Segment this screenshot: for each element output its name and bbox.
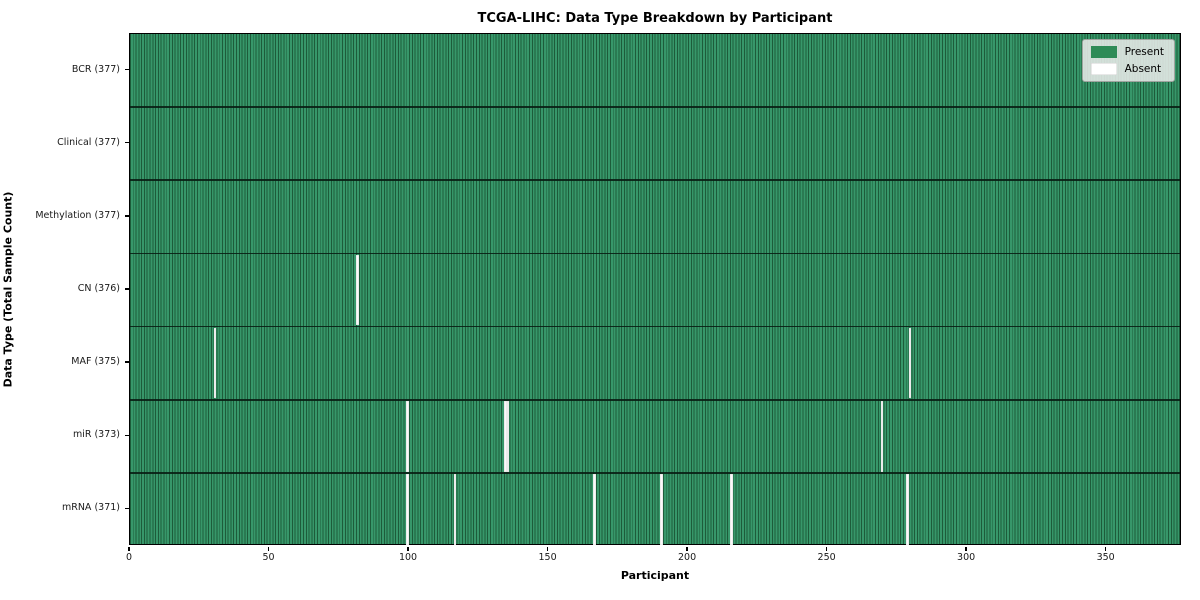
- x-axis-tick: [267, 546, 270, 551]
- y-tick-label: mRNA (371): [61, 502, 120, 514]
- y-axis-tick: [125, 215, 129, 217]
- absent-cell: [506, 401, 510, 472]
- legend-label-present: Present: [1124, 46, 1164, 58]
- x-axis-tick: [1104, 546, 1107, 551]
- y-axis-tick: [125, 507, 129, 510]
- y-tick-label: miR (373): [72, 429, 120, 441]
- legend-item-absent: Absent: [1090, 63, 1164, 75]
- absent-cell: [503, 401, 507, 472]
- x-tick-label: 150: [538, 552, 557, 563]
- legend-item-present: Present: [1090, 46, 1164, 58]
- absent-cell: [908, 327, 912, 399]
- x-axis-tick: [407, 546, 409, 551]
- row-divider: [130, 106, 1180, 109]
- y-tick-label: BCR (377): [71, 63, 120, 75]
- y-axis-tick: [125, 288, 129, 290]
- absent-cell: [905, 474, 909, 545]
- x-tick-label: 0: [125, 552, 133, 563]
- x-tick-label: 300: [957, 552, 976, 563]
- x-axis-tick: [965, 546, 967, 551]
- x-tick-label: 350: [1096, 552, 1115, 563]
- y-axis-tick: [125, 434, 129, 436]
- absent-cell: [880, 401, 884, 472]
- absent-cell: [213, 327, 217, 399]
- plot-area: [129, 33, 1181, 545]
- y-tick-label: Methylation (377): [35, 209, 120, 221]
- absent-cell: [406, 401, 410, 472]
- x-tick-label: 100: [398, 552, 418, 563]
- absent-swatch-icon: [1090, 63, 1117, 75]
- x-axis-tick: [128, 546, 130, 551]
- legend-label-absent: Absent: [1124, 63, 1162, 75]
- x-axis-tick: [686, 546, 688, 551]
- x-tick-label: 250: [817, 552, 836, 563]
- present-swatch-icon: [1090, 46, 1117, 58]
- y-axis-tick: [125, 361, 129, 363]
- absent-cell: [729, 474, 733, 545]
- y-tick-label: Clinical (377): [57, 136, 120, 148]
- absent-cell: [453, 474, 457, 545]
- y-tick-label: MAF (375): [71, 356, 120, 368]
- row-divider: [130, 252, 1180, 255]
- absent-cell: [593, 474, 596, 545]
- chart-title: TCGA-LIHC: Data Type Breakdown by Partic…: [477, 11, 833, 26]
- row-divider: [130, 325, 1180, 328]
- x-axis-title: Participant: [620, 569, 690, 582]
- x-axis-tick: [825, 546, 828, 551]
- x-axis-tick: [546, 546, 549, 551]
- row-divider: [130, 471, 1180, 474]
- x-tick-label: 200: [678, 552, 697, 563]
- y-tick-label: CN (376): [77, 283, 120, 294]
- row-divider: [130, 398, 1180, 401]
- absent-cell: [660, 474, 663, 545]
- legend: Present Absent: [1081, 39, 1175, 82]
- absent-cell: [356, 254, 359, 326]
- y-axis-tick: [125, 142, 129, 144]
- absent-cell: [406, 474, 410, 545]
- row-divider: [130, 179, 1180, 182]
- y-axis-tick: [125, 68, 129, 71]
- x-tick-label: 50: [262, 552, 275, 563]
